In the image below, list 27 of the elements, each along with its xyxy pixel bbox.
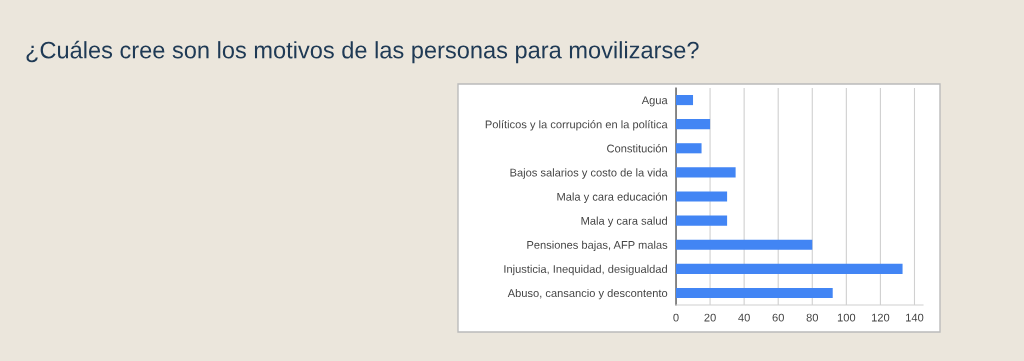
bar — [676, 167, 736, 178]
x-tick-label: 120 — [871, 313, 890, 322]
y-tick-label: Mala y cara salud — [581, 216, 667, 227]
bar — [676, 263, 903, 274]
bar — [676, 143, 702, 154]
x-tick-label: 60 — [772, 313, 784, 322]
y-tick-label: Agua — [641, 96, 668, 107]
y-tick-label: Constitución — [607, 144, 667, 153]
bar — [676, 191, 728, 202]
x-tick-label: 20 — [704, 313, 716, 322]
y-tick-label: Políticos y la corrupción en la política — [485, 120, 668, 131]
bar — [676, 94, 694, 106]
y-tick-label: Bajos salarios y costo de la vida — [510, 168, 668, 179]
text: ¿Cuáles cree son los motivos de las personas para movilizarse? — [26, 40, 699, 64]
bar — [676, 239, 813, 250]
x-tick-label: 100 — [837, 313, 856, 322]
x-tick-label: 0 — [673, 313, 679, 322]
y-tick-label: Injusticia, Inequidad, desigualdad — [504, 264, 667, 276]
y-tick-label: Pensiones bajas, AFP malas — [527, 240, 668, 252]
x-tick-label: 80 — [806, 313, 819, 322]
bar — [676, 215, 728, 226]
x-tick-label: 40 — [738, 313, 750, 322]
y-tick-label: Mala y cara educación — [557, 192, 667, 203]
bar — [676, 287, 833, 299]
bar — [676, 119, 711, 130]
x-tick-label: 140 — [906, 313, 924, 322]
y-tick-label: Abuso, cansancio y descontento — [507, 288, 668, 300]
